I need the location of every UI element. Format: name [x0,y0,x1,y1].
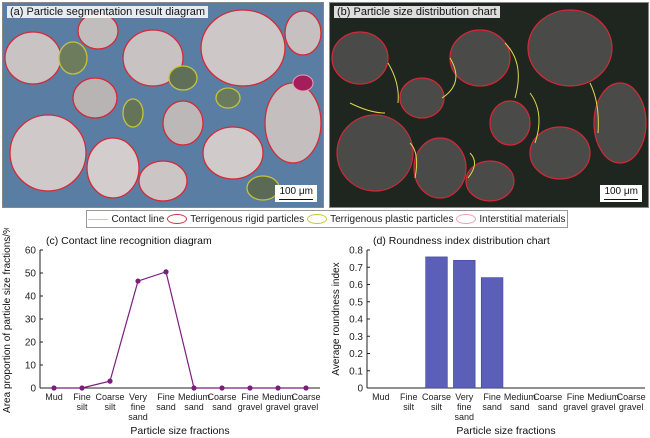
legend-swatch-plastic [307,214,328,224]
legend-label-contact-line: Contact line [111,213,165,225]
chart-c-ytick-label: 30 [25,315,37,326]
chart-c-ytick-label: 50 [25,269,37,280]
chart-d-xtick-label: Medium gravel [587,392,619,412]
roundness-chart: (d) Roundness index distribution chart 0 0… [331,235,646,437]
chart-d-ytick-label: 0.1 [349,366,363,377]
chart-c-series-line [54,271,306,389]
chart-d-xtick-label: Coarse silt [422,392,451,412]
scale-bar-a: 100 μm [275,185,317,202]
chart-c-xtick-label: Very fine sand [128,392,148,422]
chart-c-ytick-label: 10 [25,361,37,372]
scale-bar-a-line [279,199,313,200]
chart-d-ytick-label: 0.2 [349,349,363,360]
chart-c-ytick-label: 0 [30,384,36,395]
chart-d-bar [425,256,448,389]
chart-d-ytick-label: 0.6 [349,280,363,291]
legend-swatch-contact-line [88,218,109,220]
chart-d-xtick-label: Fine silt [400,392,418,412]
legend-item-plastic: Terrigenous plastic particles [307,214,453,225]
segmentation-image-panel: (a) Particle segmentation result diagram… [2,2,324,208]
chart-d-xtick-label: Fine gravel [563,392,588,412]
chart-c-point [191,385,197,391]
chart-c-point [163,269,169,275]
chart-d-xtick-label: Coarse sand [533,392,562,412]
chart-c-point [303,385,309,391]
chart-d-ytick-label: 0.7 [349,263,363,274]
chart-d-ytick-label: 0.5 [349,297,363,308]
legend: Contact line Terrigenous rigid particles… [86,210,568,228]
chart-d-ytick-label: 0.3 [349,332,363,343]
chart-d-xtick-label: Coarse gravel [617,392,646,412]
size-distribution-image [330,3,648,207]
legend-label-interstitial: Interstitial materials [479,213,566,225]
panel-a-title: (a) Particle segmentation result diagram [7,6,209,18]
chart-c-title: (c) Contact line recognition diagram [46,235,212,247]
chart-d-xtick-label: Medium sand [504,392,536,412]
chart-c-xtick-label: Coarse gravel [291,392,320,412]
chart-c-xtick-label: Coarse sand [207,392,236,412]
legend-item-rigid: Terrigenous rigid particles [167,214,304,225]
chart-c-xtick-label: Fine sand [156,392,176,412]
chart-d-xtick-label: Mud [372,392,390,402]
chart-c-xtick-label: Mud [45,392,63,402]
legend-item-interstitial: Interstitial materials [456,213,566,225]
chart-c-point [79,385,85,391]
panel-b-title: (b) Particle size distribution chart [334,6,500,18]
segmentation-image [3,3,323,207]
chart-d-title: (d) Roundness index distribution chart [373,235,550,247]
chart-c-xtick-label: Coarse silt [95,392,124,412]
scale-bar-b-line [604,199,638,200]
legend-swatch-rigid [167,214,188,224]
scale-bar-b-label: 100 μm [604,186,638,197]
chart-d-xlabel: Particle size fractions [456,425,555,437]
chart-d-ylabel: Average roundness index [331,262,342,375]
chart-c-ytick-label: 20 [25,338,37,349]
chart-d-ytick-label: 0.4 [349,315,363,326]
chart-c-xtick-label: Medium sand [178,392,210,412]
legend-label-rigid: Terrigenous rigid particles [190,213,305,225]
chart-d-xtick-label: Very fine sand [455,392,475,422]
chart-c-point [219,385,225,391]
chart-d-ytick-label: 0 [357,384,363,395]
contact-line-chart: (c) Contact line recognition diagram 0 10 2… [2,228,321,437]
legend-swatch-interstitial [456,214,477,224]
chart-c-xtick-label: Fine silt [73,392,91,412]
chart-c-ytick-label: 60 [25,246,37,257]
scale-bar-a-label: 100 μm [279,186,313,197]
chart-d-bar [480,277,504,389]
chart-d-bar [453,260,476,389]
legend-label-plastic: Terrigenous plastic particles [330,213,454,225]
chart-c-ylabel: Area proportion of particle size fractio… [2,228,13,413]
chart-d-xtick-label: Fine sand [482,392,502,412]
chart-c-xlabel: Particle size fractions [130,425,229,437]
chart-c-xtick-label: Fine gravel [238,392,263,412]
chart-c-point [275,385,281,391]
scale-bar-b: 100 μm [600,185,642,202]
chart-c-point [107,378,113,384]
legend-item-contact-line: Contact line [88,214,164,225]
size-distribution-image-panel: (b) Particle size distribution chart 100… [329,2,649,208]
chart-c-xtick-label: Medium gravel [262,392,294,412]
chart-d-ytick-label: 0.8 [349,246,363,257]
chart-c-point [135,278,141,284]
chart-c-point [247,385,253,391]
chart-c-point [51,385,57,391]
chart-c-ytick-label: 40 [25,292,37,303]
